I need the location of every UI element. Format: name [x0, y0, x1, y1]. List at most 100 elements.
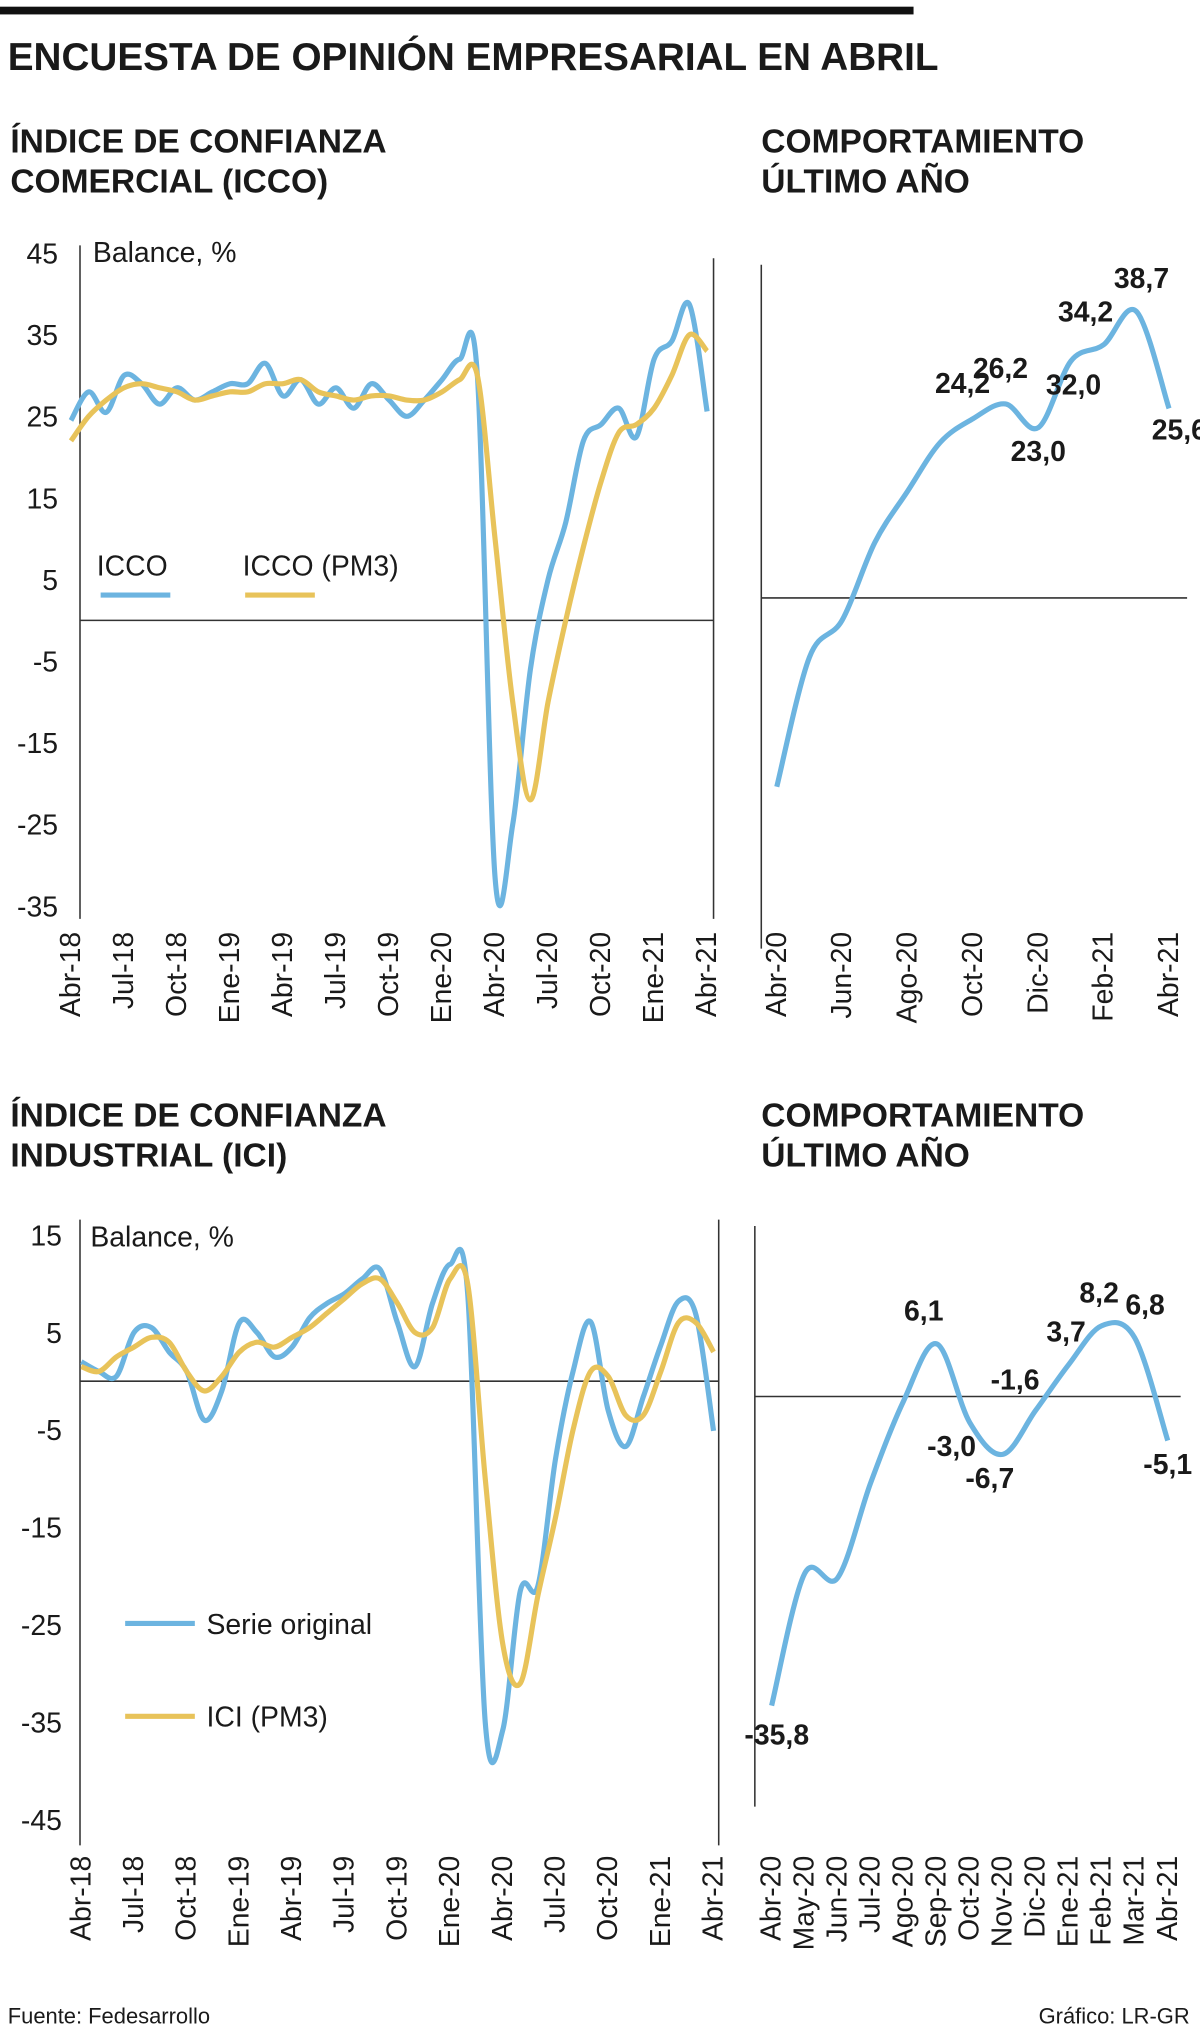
x-tick-label: Sep-20 — [921, 1856, 953, 1948]
chart-title: ÍNDICE DE CONFIANZA — [10, 1097, 386, 1135]
y-axis-label: Balance, % — [93, 237, 237, 269]
y-tick-label: -5 — [33, 647, 58, 679]
y-tick-label: 5 — [46, 1318, 62, 1350]
y-tick-label: 25 — [27, 402, 59, 434]
x-tick-label: Jul-19 — [329, 1856, 361, 1933]
y-axis-label: Balance, % — [90, 1222, 234, 1254]
value-label: 23,0 — [1011, 436, 1066, 468]
x-tick-label: Ago-20 — [892, 932, 924, 1024]
x-tick-label: Dic-20 — [1020, 1856, 1052, 1938]
value-label: -1,6 — [991, 1365, 1040, 1397]
chart-title: ÚLTIMO AÑO — [761, 162, 970, 200]
chart-title: COMERCIAL (ICCO) — [10, 163, 328, 200]
x-tick-label: Abr-19 — [267, 932, 299, 1017]
y-tick-label: 15 — [27, 483, 59, 515]
top-rule — [0, 6, 914, 15]
x-tick-label: Nov-20 — [987, 1856, 1019, 1947]
y-tick-label: -25 — [17, 810, 58, 842]
value-label: -3,0 — [927, 1431, 976, 1463]
x-tick-label: Oct-18 — [171, 1856, 203, 1941]
chart-title: COMPORTAMIENTO — [761, 1098, 1084, 1135]
x-tick-label: Oct-20 — [585, 932, 617, 1017]
credit: Gráfico: LR-GR — [1039, 2003, 1190, 2028]
y-tick-label: -15 — [21, 1513, 62, 1545]
value-label: 8,2 — [1079, 1278, 1118, 1310]
x-tick-label: Jul-19 — [320, 932, 352, 1009]
y-tick-label: -35 — [21, 1707, 62, 1739]
x-tick-label: Dic-20 — [1022, 932, 1054, 1014]
x-tick-label: Oct-20 — [957, 932, 989, 1017]
chart-title: ÚLTIMO AÑO — [761, 1137, 970, 1175]
x-tick-label: Abr-19 — [276, 1856, 308, 1941]
x-tick-label: Oct-20 — [954, 1856, 986, 1941]
value-label: 38,7 — [1114, 263, 1169, 295]
value-label: 34,2 — [1058, 296, 1113, 328]
y-tick-label: 15 — [30, 1220, 62, 1252]
legend-label: Serie original — [206, 1609, 372, 1641]
y-tick-label: -25 — [21, 1610, 62, 1642]
chart-title: ÍNDICE DE CONFIANZA — [10, 122, 386, 160]
x-tick-label: Mar-21 — [1119, 1856, 1151, 1946]
legend-label: ICCO (PM3) — [243, 551, 399, 583]
value-label: 25,6 — [1152, 414, 1200, 446]
x-tick-label: Jul-18 — [118, 1856, 150, 1933]
x-tick-label: Ene-20 — [434, 1856, 466, 1947]
x-tick-label: Jul-20 — [532, 932, 564, 1009]
x-tick-label: Jun-20 — [826, 932, 858, 1019]
value-label: -6,7 — [965, 1463, 1014, 1495]
x-tick-label: Abr-20 — [756, 1856, 788, 1941]
y-tick-label: 35 — [27, 320, 59, 352]
series-line — [769, 1319, 1171, 1707]
legend-label: ICCO — [97, 551, 168, 583]
x-tick-label: Feb-21 — [1086, 1856, 1118, 1946]
x-tick-label: Ago-20 — [888, 1856, 920, 1947]
series-line — [68, 331, 710, 803]
source: Fuente: Fedesarrollo — [8, 2003, 210, 2028]
x-tick-label: Ene-19 — [214, 932, 246, 1024]
x-tick-label: Abr-18 — [55, 932, 87, 1017]
x-tick-label: Oct-19 — [373, 932, 405, 1017]
value-label: -5,1 — [1143, 1449, 1192, 1481]
x-tick-label: Abr-21 — [698, 1856, 730, 1941]
series-line — [68, 299, 710, 909]
x-tick-label: Ene-21 — [1053, 1856, 1085, 1947]
value-label: -35,8 — [744, 1719, 809, 1751]
value-label: 32,0 — [1046, 370, 1101, 402]
x-tick-label: Abr-20 — [487, 1856, 519, 1941]
x-tick-label: Abr-21 — [1152, 1856, 1184, 1941]
y-tick-label: -5 — [37, 1415, 62, 1447]
value-label: 26,2 — [973, 353, 1028, 385]
value-label: 3,7 — [1046, 1316, 1085, 1348]
y-tick-label: 5 — [42, 565, 58, 597]
x-tick-label: Abr-20 — [761, 932, 793, 1017]
chart-title: COMPORTAMIENTO — [761, 123, 1084, 160]
value-label: 6,1 — [904, 1296, 943, 1328]
series-line — [80, 1246, 717, 1766]
x-tick-label: Ene-19 — [223, 1856, 255, 1947]
y-tick-label: -35 — [17, 891, 58, 923]
y-tick-label: -45 — [21, 1805, 62, 1837]
chart-title: INDUSTRIAL (ICI) — [10, 1138, 287, 1175]
x-tick-label: Jul-18 — [108, 932, 140, 1009]
series-line — [80, 1263, 716, 1688]
x-tick-label: Jul-20 — [540, 1856, 572, 1933]
x-tick-label: Abr-21 — [1153, 932, 1185, 1017]
series-line — [774, 306, 1172, 788]
x-tick-label: Ene-21 — [638, 932, 670, 1024]
value-label: 24,2 — [935, 368, 990, 400]
x-tick-label: Jun-20 — [822, 1856, 854, 1943]
page-title: ENCUESTA DE OPINIÓN EMPRESARIAL EN ABRIL — [8, 35, 939, 79]
x-tick-label: Oct-19 — [381, 1856, 413, 1941]
x-tick-label: Feb-21 — [1088, 932, 1120, 1022]
y-tick-label: -15 — [17, 728, 58, 760]
x-tick-label: Abr-21 — [691, 932, 723, 1017]
x-tick-label: Abr-18 — [65, 1856, 97, 1941]
x-tick-label: Ene-21 — [645, 1856, 677, 1947]
x-tick-label: Oct-20 — [592, 1856, 624, 1941]
legend-label: ICI (PM3) — [206, 1702, 327, 1734]
x-tick-label: Abr-20 — [479, 932, 511, 1017]
x-tick-label: Oct-18 — [161, 932, 193, 1017]
value-label: 6,8 — [1125, 1290, 1164, 1322]
